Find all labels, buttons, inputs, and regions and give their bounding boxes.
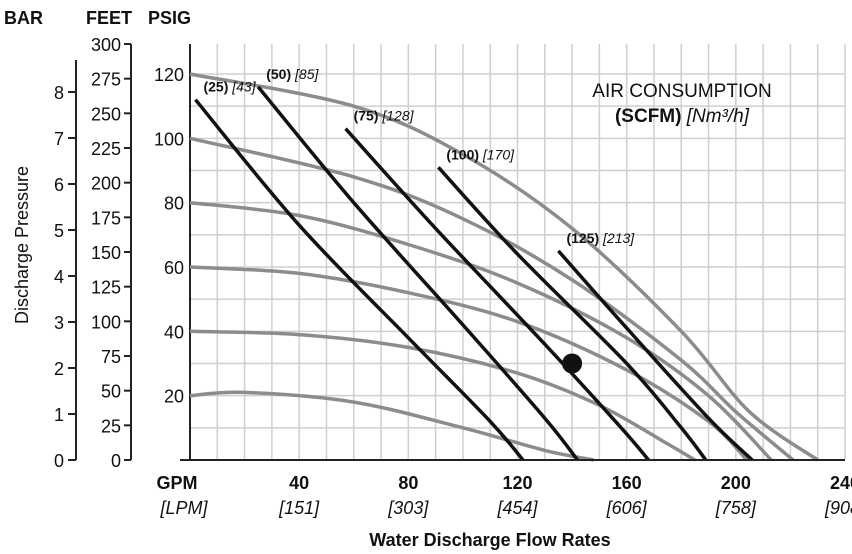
bar-axis: 0 1 2 3 4 5 6 7 8	[54, 60, 77, 471]
pressure-performance-curve	[189, 136, 795, 462]
bar-unit-header: BAR	[4, 8, 43, 28]
psig-tick-label: 120	[154, 65, 184, 85]
air-curve-label: (75) [128]	[354, 108, 415, 124]
bar-tick-label: 8	[54, 83, 64, 103]
pressure-performance-curve	[189, 72, 819, 462]
x-tick-gpm-label: 240	[830, 473, 852, 493]
feet-tick-label: 25	[101, 416, 121, 436]
feet-tick-label: 0	[111, 451, 121, 471]
x-tick-lpm-label: [303]	[387, 498, 429, 518]
x-unit-gpm: GPM	[156, 473, 197, 493]
air-consumption-units: (SCFM) [Nm³/h]	[615, 106, 750, 127]
x-tick-gpm-label: 120	[502, 473, 532, 493]
x-tick-gpm-label: 40	[289, 473, 309, 493]
air-consumption-title: AIR CONSUMPTION	[592, 81, 771, 102]
bar-tick-label: 5	[54, 221, 64, 241]
air-curve-labels: (25) [43] (50) [85] (75) [128] (100) [170] (…	[203, 66, 635, 246]
bar-tick-label: 1	[54, 405, 64, 425]
feet-unit-header: FEET	[86, 8, 132, 28]
air-consumption-curve	[557, 249, 754, 462]
x-tick-lpm-label: [908]	[824, 498, 852, 518]
air-curve-label: (125) [213]	[566, 230, 635, 246]
air-curves	[194, 85, 754, 462]
feet-tick-label: 175	[91, 208, 121, 228]
air-curve-label: (100) [170]	[446, 146, 515, 162]
air-curve-label: (50) [85]	[266, 66, 319, 82]
pressure-performance-curve	[189, 265, 749, 462]
feet-tick-label: 50	[101, 382, 121, 402]
feet-tick-label: 125	[91, 278, 121, 298]
feet-tick-label: 225	[91, 139, 121, 159]
bar-tick-label: 2	[54, 359, 64, 379]
y-axis-label: Discharge Pressure	[12, 166, 32, 324]
bar-tick-label: 6	[54, 175, 64, 195]
air-consumption-curve	[256, 85, 579, 462]
x-tick-lpm-label: [606]	[606, 498, 648, 518]
feet-tick-label: 300	[91, 35, 121, 55]
bar-tick-label: 7	[54, 129, 64, 149]
psig-unit-header: PSIG	[148, 8, 191, 28]
air-consumption-curve	[437, 166, 708, 462]
x-tick-gpm-label: 160	[612, 473, 642, 493]
psig-tick-label: 20	[164, 387, 184, 407]
x-axis-label: Water Discharge Flow Rates	[369, 530, 610, 550]
psig-axis: 20 40 60 80 100 120	[154, 44, 191, 460]
x-tick-lpm-label: [454]	[496, 498, 538, 518]
psig-tick-label: 100	[154, 129, 184, 149]
x-tick-gpm-label: 200	[721, 473, 751, 493]
pressure-performance-curve	[189, 200, 773, 462]
bar-tick-label: 3	[54, 313, 64, 333]
feet-tick-label: 200	[91, 174, 121, 194]
x-tick-gpm-label: 80	[398, 473, 418, 493]
operating-point-marker	[562, 353, 583, 374]
x-axis: GPM [LPM] 40 [151] 80 [303] 120 [454] 160 [606] 20…	[156, 459, 852, 518]
air-consumption-curve	[344, 127, 650, 462]
scfm-unit: (SCFM)	[615, 106, 681, 127]
pressure-performance-curve	[189, 390, 595, 462]
x-tick-lpm-label: [151]	[278, 498, 320, 518]
air-curve-label: (25) [43]	[203, 79, 256, 95]
feet-tick-label: 250	[91, 104, 121, 124]
bar-tick-label: 4	[54, 267, 64, 287]
air-consumption-curve	[194, 98, 525, 462]
feet-tick-label: 75	[101, 347, 121, 367]
nm3h-unit: [Nm³/h]	[686, 106, 750, 127]
psig-tick-label: 80	[164, 194, 184, 214]
feet-tick-label: 150	[91, 243, 121, 263]
feet-tick-label: 100	[91, 312, 121, 332]
psig-tick-label: 40	[164, 322, 184, 342]
bar-tick-label: 0	[54, 451, 64, 471]
feet-tick-label: 275	[91, 70, 121, 90]
feet-axis: 0 25 50 75 100 125 150 175 200 225 250 275 300	[91, 35, 132, 471]
x-tick-lpm-label: [758]	[715, 498, 757, 518]
pressure-curves	[189, 72, 819, 462]
psig-tick-label: 60	[164, 258, 184, 278]
x-unit-lpm: [LPM]	[159, 498, 208, 518]
